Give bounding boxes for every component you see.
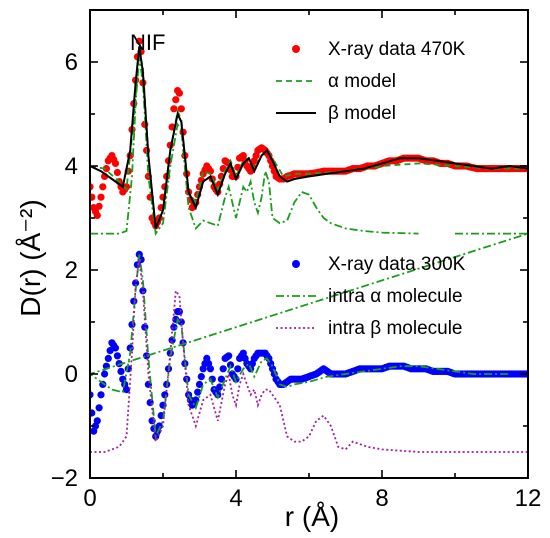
data-point-xray300 xyxy=(206,365,214,373)
data-point-xray470 xyxy=(170,105,178,113)
data-point-xray300 xyxy=(161,391,169,399)
legend-marker-xray300 xyxy=(292,260,300,268)
data-point-xray300 xyxy=(115,360,123,368)
data-point-xray300 xyxy=(234,365,242,373)
data-point-xray470 xyxy=(93,211,101,219)
x-tick-label: 4 xyxy=(229,485,242,512)
y-tick-label: 4 xyxy=(65,153,78,180)
data-point-xray470 xyxy=(90,193,96,201)
x-axis-label: r (Å) xyxy=(285,501,339,532)
y-tick-label: 2 xyxy=(65,257,78,284)
data-point-xray300 xyxy=(219,365,227,373)
data-point-xray470 xyxy=(97,193,105,201)
data-point-xray300 xyxy=(113,352,121,360)
data-point-xray300 xyxy=(216,383,224,391)
legend-top: X-ray data 470K α model β model xyxy=(276,39,466,124)
data-point-xray470 xyxy=(172,96,180,104)
data-point-xray300 xyxy=(106,347,114,355)
data-point-xray300 xyxy=(101,370,109,378)
y-tick-label: 0 xyxy=(65,361,78,388)
series-line-intra_alpha-2 xyxy=(90,232,528,440)
data-point-xray300 xyxy=(148,417,156,425)
data-point-xray300 xyxy=(97,391,105,399)
series-line-intra_beta xyxy=(90,259,528,453)
data-point-xray470 xyxy=(99,183,107,191)
x-tick-label: 8 xyxy=(375,485,388,512)
data-point-xray300 xyxy=(177,318,185,326)
data-point-xray300 xyxy=(93,417,101,425)
data-point-xray300 xyxy=(197,373,205,381)
data-point-xray300 xyxy=(117,367,125,375)
data-point-xray300 xyxy=(104,354,112,362)
x-tick-label: 0 xyxy=(83,485,96,512)
data-point-xray300 xyxy=(95,404,103,412)
data-point-xray300 xyxy=(139,287,147,295)
series-line-alpha_model xyxy=(90,51,528,229)
data-point-xray300 xyxy=(90,409,96,417)
data-point-xray300 xyxy=(217,375,225,383)
data-point-xray470 xyxy=(113,168,121,177)
data-point-xray470 xyxy=(102,165,110,173)
series-line-intra_alpha-1 xyxy=(90,56,419,237)
plot-layer xyxy=(90,37,528,453)
legend-label-beta_model: β model xyxy=(328,103,396,124)
legend-label-intra_beta: intra β molecule xyxy=(328,318,462,339)
data-point-xray300 xyxy=(122,386,131,394)
y-tick-label: −2 xyxy=(51,465,78,492)
data-point-xray470 xyxy=(175,89,183,97)
data-point-xray470 xyxy=(177,105,185,113)
y-tick-label: 6 xyxy=(65,49,78,76)
x-tick-label: 12 xyxy=(515,485,542,512)
data-point-xray470 xyxy=(111,159,120,167)
legend-middle: X-ray data 300K intra α molecule intra β m… xyxy=(276,254,466,339)
data-point-xray470 xyxy=(135,37,143,45)
data-point-xray470 xyxy=(95,202,103,210)
data-point-xray300 xyxy=(175,308,183,316)
legend-label-alpha_model: α model xyxy=(328,71,396,92)
annotation-label: NIF xyxy=(130,30,165,55)
legend-marker-xray470 xyxy=(292,45,300,53)
data-point-xray300 xyxy=(194,388,202,396)
legend-label-xray300: X-ray data 300K xyxy=(328,254,466,275)
data-point-xray300 xyxy=(111,344,120,352)
series-line-beta_model xyxy=(90,46,528,229)
y-axis-label: D(r) (Å⁻²) xyxy=(15,199,46,316)
data-point-xray300 xyxy=(146,399,154,407)
legend-label-intra_alpha: intra α molecule xyxy=(328,286,463,307)
legend-label-xray470: X-ray data 470K xyxy=(328,39,466,60)
data-point-xray300 xyxy=(225,352,233,360)
data-point-xray300 xyxy=(195,380,204,388)
data-point-xray300 xyxy=(155,422,163,430)
